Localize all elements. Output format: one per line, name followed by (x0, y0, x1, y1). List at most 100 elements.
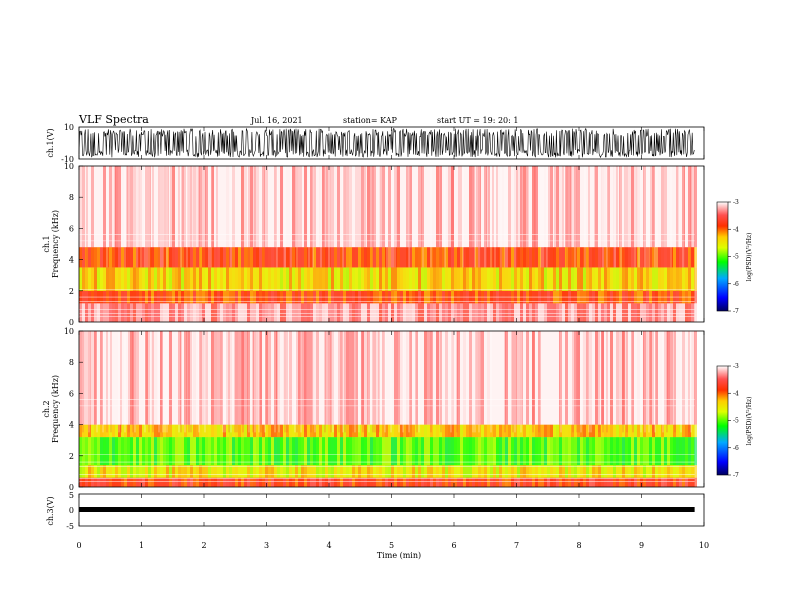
spectral-cell (451, 437, 454, 466)
spectral-cell (349, 424, 352, 438)
spectral-cell (538, 166, 541, 248)
spectral-cell (409, 465, 412, 478)
spectral-cell (481, 303, 484, 322)
spectral-cell (280, 331, 283, 425)
spectral-cell (469, 247, 472, 268)
spectral-cell (565, 303, 568, 322)
spectral-cell (349, 166, 352, 248)
spectral-cell (625, 166, 628, 248)
spectral-cell (385, 437, 388, 466)
spectral-cell (484, 247, 487, 268)
spectral-cell (616, 424, 619, 438)
spectral-cell (268, 424, 271, 438)
spectral-cell (334, 477, 337, 487)
spectral-cell (361, 166, 364, 248)
spectral-cell (190, 437, 193, 466)
spectral-cell (628, 465, 631, 478)
spectral-cell (370, 247, 373, 268)
spectral-cell (421, 303, 424, 322)
spectral-cell (415, 166, 418, 248)
spectral-cell (376, 437, 379, 466)
spectral-cell (265, 424, 268, 438)
spectral-cell (316, 331, 319, 425)
spectral-cell (289, 267, 292, 291)
spectral-cell (502, 247, 505, 268)
spectral-cell (661, 477, 664, 487)
spectral-cell (673, 303, 676, 322)
spectral-cell (127, 424, 130, 438)
spectral-cell (691, 331, 694, 425)
spectral-cell (190, 303, 193, 322)
spectral-cell (601, 477, 604, 487)
spectral-cell (265, 477, 268, 487)
spectral-cell (490, 331, 493, 425)
spectral-cell (118, 303, 121, 322)
spectral-cell (121, 303, 124, 322)
spectral-cell (151, 166, 154, 248)
spectral-cell (277, 247, 280, 268)
spectral-cell (325, 267, 328, 291)
spectral-cell (340, 331, 343, 425)
colorbar-tick-label: -3 (733, 199, 739, 206)
spectral-cell (484, 477, 487, 487)
spectral-cell (298, 477, 301, 487)
spectral-cell (271, 166, 274, 248)
spectral-cell (502, 424, 505, 438)
spectral-cell (373, 247, 376, 268)
spectral-cell (211, 331, 214, 425)
spectral-cell (409, 166, 412, 248)
spectral-cell (202, 166, 205, 248)
spectral-cell (613, 166, 616, 248)
spectral-cell (442, 303, 445, 322)
spectral-cell (136, 331, 139, 425)
spectral-cell (556, 331, 559, 425)
spectral-cell (658, 477, 661, 487)
spectral-cell (442, 331, 445, 425)
spectral-cell (514, 247, 517, 268)
spectral-cell (652, 267, 655, 291)
spectral-cell (127, 267, 130, 291)
spectral-cell (136, 247, 139, 268)
ch2-colorbar-ticks: -3-4-5-6-7 (728, 363, 739, 479)
spectral-cell (148, 303, 151, 322)
spectral-cell (472, 477, 475, 487)
spectral-cell (682, 437, 685, 466)
spectral-cell (580, 424, 583, 438)
spectral-cell (319, 465, 322, 478)
spectral-cell (694, 166, 697, 248)
spectral-cell (448, 437, 451, 466)
spectral-cell (547, 247, 550, 268)
spectral-cell (322, 465, 325, 478)
spectral-cell (292, 437, 295, 466)
spectral-cell (235, 424, 238, 438)
spectral-cell (394, 303, 397, 322)
spectral-cell (535, 477, 538, 487)
spectral-cell (589, 303, 592, 322)
spectral-cell (616, 437, 619, 466)
spectral-cell (580, 166, 583, 248)
spectral-cell (382, 166, 385, 248)
spectral-cell (376, 477, 379, 487)
spectral-cell (628, 267, 631, 291)
spectral-cell (184, 424, 187, 438)
spectral-cell (517, 465, 520, 478)
spectral-cell (505, 247, 508, 268)
spectral-cell (433, 247, 436, 268)
spectral-cell (457, 465, 460, 478)
spectral-cell (346, 166, 349, 248)
spectral-cell (469, 166, 472, 248)
spectral-cell (175, 247, 178, 268)
ch3-ytick-mid: 0 (69, 506, 74, 515)
spectral-cell (271, 424, 274, 438)
spectral-cell (547, 465, 550, 478)
spectral-cell (421, 166, 424, 248)
spectral-cell (283, 477, 286, 487)
ch3-waveform-ylabel: ch.3(V) (46, 496, 55, 525)
spectral-cell (253, 247, 256, 268)
spectral-cell (307, 267, 310, 291)
spectral-cell (445, 303, 448, 322)
spectral-cell (250, 303, 253, 322)
spectral-cell (619, 477, 622, 487)
spectral-cell (217, 331, 220, 425)
